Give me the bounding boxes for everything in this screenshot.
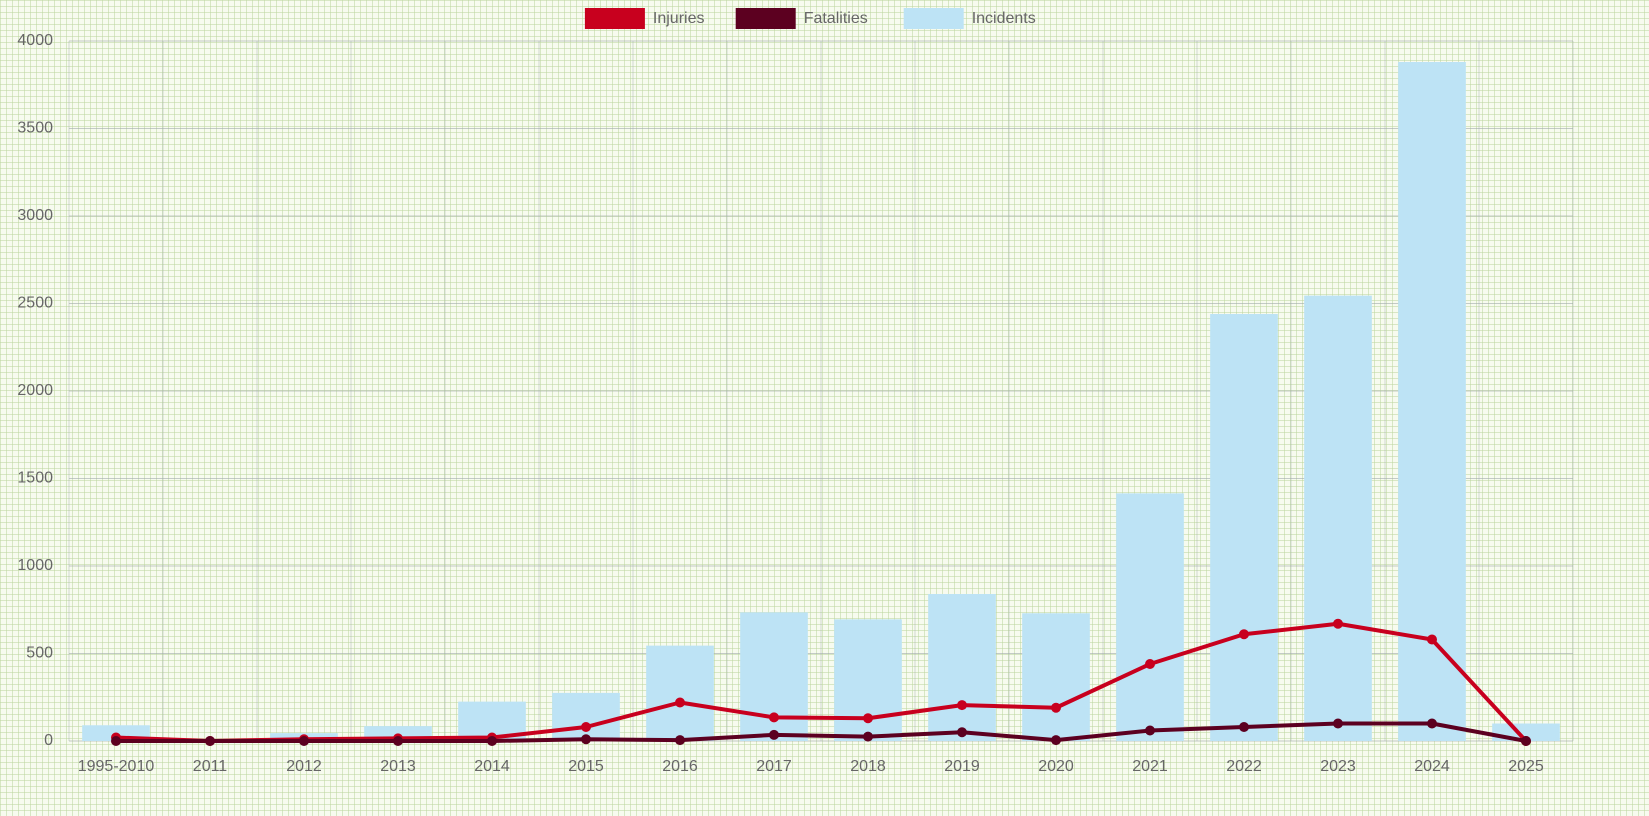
x-tick-label: 1995-2010 xyxy=(78,758,155,775)
y-tick-label: 500 xyxy=(26,645,53,662)
legend-label: Fatalities xyxy=(804,10,868,27)
y-tick-label: 2500 xyxy=(17,295,53,312)
point xyxy=(1145,659,1155,669)
y-tick-label: 2000 xyxy=(17,382,53,399)
bar xyxy=(1398,62,1466,741)
point xyxy=(957,700,967,711)
x-tick-label: 2012 xyxy=(286,758,322,775)
x-tick-label: 2020 xyxy=(1038,758,1074,775)
x-tick-label: 2022 xyxy=(1226,758,1262,775)
point xyxy=(1521,736,1531,746)
point xyxy=(1239,722,1249,732)
x-tick-label: 2014 xyxy=(474,758,510,775)
y-tick-label: 0 xyxy=(44,732,53,749)
x-tick-label: 2013 xyxy=(380,758,416,775)
point xyxy=(675,735,685,746)
bar xyxy=(646,645,714,741)
point xyxy=(863,731,873,742)
point xyxy=(1051,702,1061,713)
legend-label: Incidents xyxy=(972,10,1036,27)
bar xyxy=(1116,493,1184,741)
line xyxy=(115,621,1528,743)
y-tick-label: 1500 xyxy=(17,470,53,487)
point xyxy=(111,736,121,746)
point xyxy=(1427,718,1437,729)
point xyxy=(1333,618,1343,629)
point xyxy=(675,697,685,708)
point xyxy=(393,736,403,746)
x-tick-label: 2016 xyxy=(662,758,698,775)
bar xyxy=(1304,295,1372,741)
x-tick-label: 2015 xyxy=(568,758,604,775)
point xyxy=(581,722,591,732)
bar xyxy=(928,594,996,741)
point xyxy=(1239,629,1249,640)
legend-swatch xyxy=(584,8,645,29)
y-tick-label: 3000 xyxy=(17,207,53,224)
x-tick-label: 2025 xyxy=(1508,758,1544,775)
x-tick-label: 2019 xyxy=(944,758,980,775)
x-tick-label: 2021 xyxy=(1132,758,1168,775)
legend-swatch xyxy=(735,8,796,29)
point xyxy=(299,736,309,746)
point xyxy=(1333,718,1343,729)
point xyxy=(487,736,497,746)
bar xyxy=(1210,314,1278,741)
bar xyxy=(552,692,620,741)
legend-label: Injuries xyxy=(653,10,705,27)
x-tick-label: 2011 xyxy=(193,758,228,775)
point xyxy=(1051,735,1061,746)
point xyxy=(1427,634,1437,645)
point xyxy=(863,713,873,724)
y-tick-label: 1000 xyxy=(17,557,53,574)
point xyxy=(205,736,215,746)
x-tick-label: 2024 xyxy=(1414,758,1450,775)
x-tick-label: 2018 xyxy=(850,758,886,775)
legend-swatch xyxy=(903,8,964,29)
x-tick-label: 2023 xyxy=(1320,758,1356,775)
y-tick-label: 3500 xyxy=(17,120,53,137)
point xyxy=(581,734,591,745)
bar xyxy=(1022,613,1090,741)
point xyxy=(957,727,967,738)
y-tick-label: 4000 xyxy=(17,32,53,49)
point xyxy=(769,729,779,740)
x-tick-label: 2017 xyxy=(756,758,792,775)
point xyxy=(769,712,779,723)
point xyxy=(1145,725,1155,736)
line xyxy=(116,721,1527,743)
